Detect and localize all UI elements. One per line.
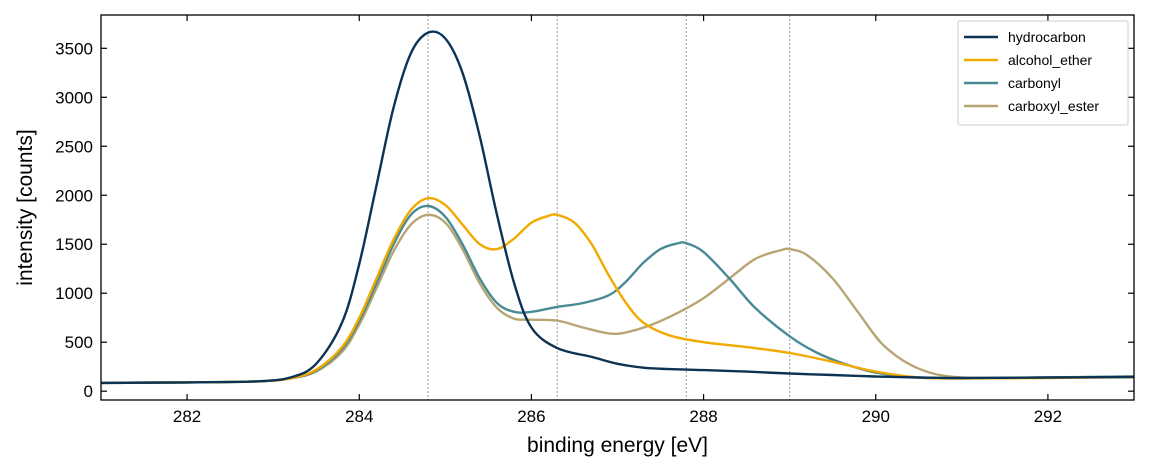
- series-line-hydrocarbon: [100, 30, 1135, 385]
- series-line-alcohol_ether: [100, 196, 1135, 385]
- legend: hydrocarbon alcohol_ether carbonyl carboxyl…: [957, 20, 1129, 126]
- legend-label: carboxyl_ester: [1008, 98, 1099, 114]
- series-line-carboxyl_ester: [100, 213, 1135, 385]
- y-tick-label: 3000: [55, 88, 93, 107]
- y-tick-label: 0: [84, 382, 93, 401]
- plot-frame: [100, 14, 1135, 401]
- x-tick-label: 282: [173, 407, 201, 426]
- y-tick-label: 1500: [55, 235, 93, 254]
- x-axis-label: binding energy [eV]: [527, 434, 708, 457]
- y-tick-label: 3500: [55, 39, 93, 58]
- legend-label: carbonyl: [1008, 75, 1061, 91]
- x-tick-label: 284: [345, 407, 373, 426]
- y-tick-label: 1000: [55, 284, 93, 303]
- x-tick-label: 290: [862, 407, 890, 426]
- series-line-carbonyl: [100, 204, 1135, 385]
- x-tick-label: 288: [689, 407, 717, 426]
- reference-lines: [427, 15, 791, 400]
- x-axis: 282 284 286 288 290 292: [173, 15, 1062, 426]
- legend-label: alcohol_ether: [1008, 52, 1092, 68]
- y-axis: 0 500 1000 1500 2000 2500 3000 3500: [55, 39, 1134, 401]
- y-tick-label: 2000: [55, 186, 93, 205]
- x-tick-label: 292: [1034, 407, 1062, 426]
- y-axis-label: intensity [counts]: [14, 129, 37, 285]
- x-tick-label: 286: [517, 407, 545, 426]
- series-layer: [100, 30, 1135, 385]
- y-tick-label: 2500: [55, 137, 93, 156]
- y-tick-label: 500: [65, 333, 93, 352]
- legend-box: [957, 20, 1129, 126]
- legend-label: hydrocarbon: [1008, 29, 1086, 45]
